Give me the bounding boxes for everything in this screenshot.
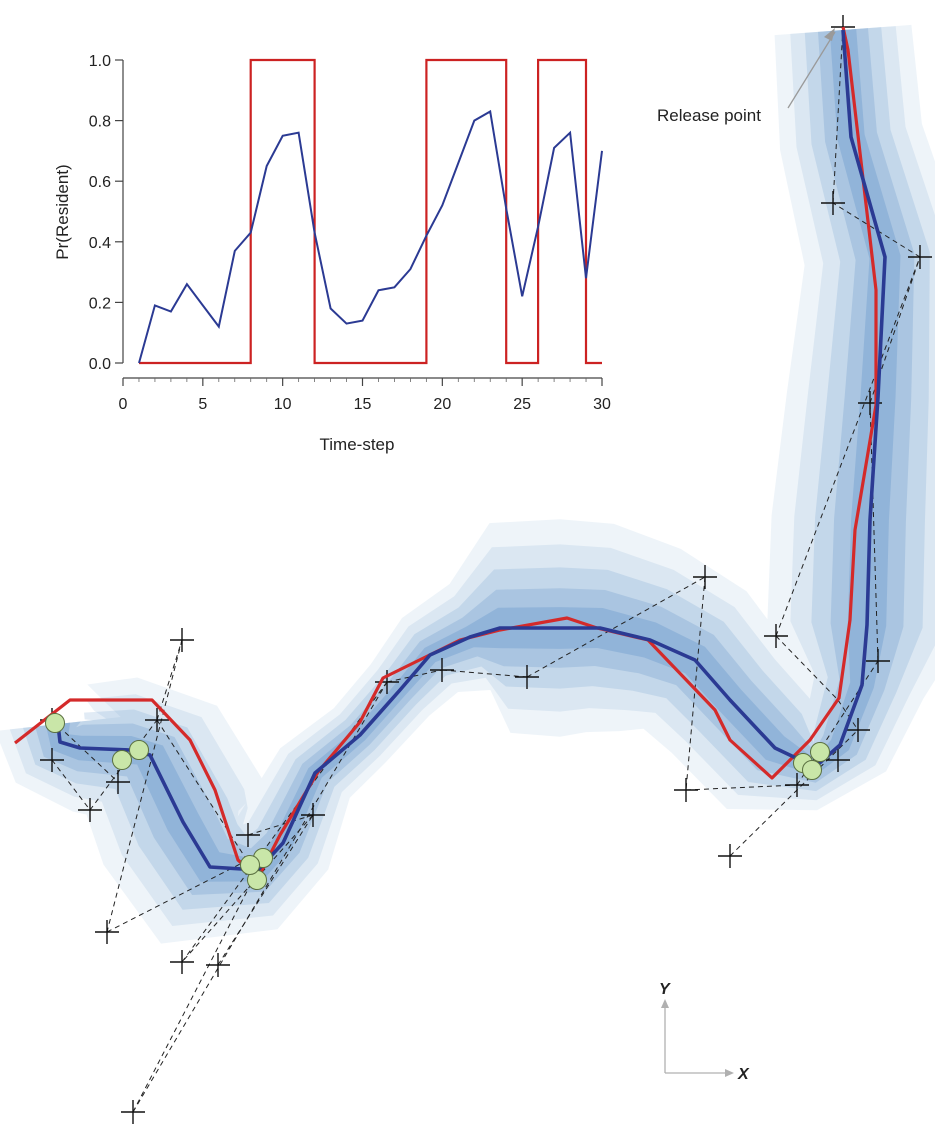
y-axis-letter: Y <box>659 981 671 998</box>
observation-link <box>526 576 706 678</box>
inset-x-tick-label: 25 <box>513 396 531 413</box>
confidence-band-3 <box>23 27 930 910</box>
x-arrowhead <box>725 1069 734 1077</box>
track-lines <box>14 26 887 880</box>
observation-link <box>247 814 314 836</box>
observation-link <box>51 719 119 783</box>
inset-state-step-line <box>139 58 602 365</box>
observation-link <box>51 759 91 811</box>
confidence-bands <box>0 24 935 944</box>
release-arrowhead <box>824 28 835 41</box>
map-panel: Release point Y X <box>0 15 935 1124</box>
inset-x-tick-label: 15 <box>354 396 372 413</box>
observation-link <box>156 639 183 721</box>
true-track-line <box>14 26 878 880</box>
resident-marker <box>810 742 830 762</box>
observation-link <box>796 660 879 786</box>
observation-link <box>832 202 921 258</box>
inset-chart: 0.0 0.2 0.4 0.6 0.8 1.0 0 5 10 15 20 25 30 Time-step… <box>53 53 611 454</box>
observation-link <box>729 729 859 857</box>
inset-y-tick-label: 1.0 <box>89 53 111 70</box>
observation-link <box>869 256 921 404</box>
confidence-band-2 <box>9 26 935 926</box>
y-arrowhead <box>661 999 669 1008</box>
observation-link <box>775 256 921 637</box>
resident-marker <box>129 740 149 760</box>
resident-marker <box>240 855 260 875</box>
observation-link <box>869 402 879 662</box>
inset-y-tick-label: 0.2 <box>89 295 111 312</box>
observation-link <box>685 784 798 791</box>
observation-link <box>156 719 251 866</box>
inset-series <box>138 58 603 365</box>
orientation-axes: Y X <box>659 981 750 1083</box>
release-arrow <box>787 31 836 109</box>
inset-y-tick-label: 0.4 <box>89 235 111 252</box>
resident-marker <box>112 750 132 770</box>
inset-x-tick-label: 30 <box>593 396 611 413</box>
observation-link <box>181 814 314 963</box>
resident-markers <box>45 713 830 890</box>
observation-link <box>775 635 839 701</box>
resident-marker <box>802 760 822 780</box>
inset-x-tick-label: 5 <box>198 396 207 413</box>
inset-y-tick-label: 0.0 <box>89 356 111 373</box>
release-point-label: Release point <box>657 106 761 125</box>
observation-link <box>132 681 388 1113</box>
observation-link <box>132 869 259 1113</box>
inset-y-label: Pr(Resident) <box>53 164 72 259</box>
confidence-band-1 <box>0 24 935 944</box>
resident-marker <box>45 713 65 733</box>
inset-x-tick-label: 0 <box>119 396 128 413</box>
observation-link <box>832 26 844 204</box>
inset-x-tick-label: 10 <box>274 396 292 413</box>
observation-link <box>386 669 443 683</box>
inset-probability-line <box>138 109 603 364</box>
inset-y-tick-label: 0.8 <box>89 114 111 131</box>
x-axis-letter: X <box>737 1066 750 1083</box>
confidence-band-5 <box>45 29 901 882</box>
estimated-track-line <box>56 29 887 872</box>
inset-x-tick-label: 20 <box>433 396 451 413</box>
inset-y-tick-label: 0.6 <box>89 174 111 191</box>
confidence-band-4 <box>35 28 915 896</box>
observation-links <box>51 26 921 1113</box>
observation-link <box>217 814 314 966</box>
release-annotation: Release point <box>657 28 836 125</box>
inset-axes: 0.0 0.2 0.4 0.6 0.8 1.0 0 5 10 15 20 25 30 <box>89 53 611 413</box>
observation-link <box>837 699 859 731</box>
inset-x-label: Time-step <box>320 435 395 454</box>
